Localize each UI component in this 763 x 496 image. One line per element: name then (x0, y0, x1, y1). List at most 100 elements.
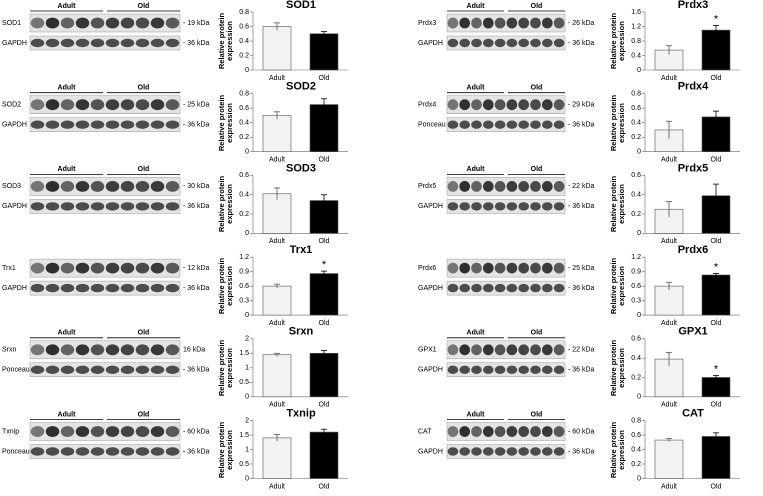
blot-band (75, 426, 90, 437)
blot-band (553, 120, 565, 129)
blot-band (30, 262, 45, 274)
blot-band (447, 283, 459, 293)
blot-band (60, 344, 75, 356)
blot-band (105, 344, 120, 356)
blot-band (45, 262, 60, 274)
blot-band (459, 283, 471, 293)
blot-size: - 29 kDa (568, 102, 595, 109)
blot-band (30, 99, 45, 111)
blot-band (90, 262, 105, 274)
chart-title: Prdx3 (678, 0, 709, 11)
bar (654, 439, 684, 479)
bar (701, 195, 731, 234)
x-tick-label: Adult (269, 238, 285, 245)
blot-band (553, 344, 565, 356)
y-tick-label: 0 (245, 394, 249, 401)
blot-band (150, 202, 165, 211)
blot-band (135, 426, 150, 437)
blot-label: Ponceau (418, 122, 446, 129)
group-label: Old (138, 85, 150, 92)
blot-band (530, 99, 541, 111)
error-bar (274, 187, 280, 200)
blot-band (60, 99, 75, 111)
y-tick-label: 0.8 (239, 91, 249, 98)
blot-band (541, 17, 553, 29)
significance-marker: * (714, 363, 719, 375)
error-bar (321, 194, 327, 207)
blot-band (518, 344, 530, 356)
chart-title: SOD2 (286, 81, 316, 93)
blot-band (541, 120, 553, 129)
blot-band (150, 344, 165, 356)
bar (701, 29, 731, 71)
blot-band (471, 38, 482, 48)
y-tick-label: 0 (245, 230, 249, 237)
blot-band (165, 202, 180, 211)
bar (309, 33, 339, 71)
blot-band (494, 38, 506, 48)
blot-band (471, 17, 482, 29)
chart-title: Trx1 (290, 244, 313, 256)
blot-band (60, 202, 75, 211)
blot-band (494, 447, 506, 456)
blot-band (530, 365, 541, 374)
bar (262, 115, 292, 152)
blot-band (105, 38, 120, 48)
blot-band (150, 365, 165, 374)
blot-band (120, 202, 135, 211)
bar (654, 285, 684, 316)
blot-band (135, 262, 150, 274)
blot-band (120, 365, 135, 374)
blot-band (165, 365, 180, 374)
y-tick-label: 0.4 (631, 446, 641, 453)
blot-band (90, 344, 105, 356)
blot-band (120, 17, 135, 29)
blot-band (494, 365, 506, 374)
blot-size: - 19 kDa (183, 20, 210, 27)
blot-size: - 25 kDa (183, 102, 210, 109)
y-tick-label: 0.8 (631, 91, 641, 98)
x-tick-label: Adult (661, 483, 677, 490)
blot-band (482, 426, 494, 437)
blot-band (530, 283, 541, 293)
blot-band (120, 120, 135, 129)
x-tick-label: Adult (269, 483, 285, 490)
blot-band (120, 344, 135, 356)
error-bar (666, 120, 672, 139)
group-label: Old (138, 3, 150, 10)
blot-band (30, 120, 45, 129)
blot-label: SOD1 (2, 20, 21, 27)
blot-band (135, 344, 150, 356)
y-tick-label: 0.6 (239, 23, 249, 30)
blot-size: - 36 kDa (568, 285, 595, 292)
blot-band (471, 447, 482, 456)
blot-band (90, 283, 105, 293)
x-tick-label: Old (711, 483, 722, 490)
blot-size: - 36 kDa (183, 285, 210, 292)
error-bar (713, 375, 719, 380)
x-tick-label: Old (711, 402, 722, 409)
blot-band (518, 283, 530, 293)
y-tick-label: 0 (245, 312, 249, 319)
blot-label: GAPDH (418, 367, 443, 374)
blot-label: CAT (418, 428, 432, 435)
blot-band (459, 262, 471, 274)
blot-band (459, 447, 471, 456)
blot-band (75, 17, 90, 29)
blot-band (459, 120, 471, 129)
y-tick-label: 0.6 (239, 172, 249, 179)
x-tick-label: Adult (269, 157, 285, 164)
blot-band (471, 344, 482, 356)
x-tick-label: Adult (661, 402, 677, 409)
bar (701, 436, 731, 479)
group-label: Old (138, 411, 150, 418)
blot-band (90, 181, 105, 192)
blot-band (506, 447, 518, 456)
blot-band (506, 202, 518, 211)
blot-band (459, 38, 471, 48)
blot-band (518, 181, 530, 192)
blot-band (30, 202, 45, 211)
blot-band (165, 99, 180, 111)
blot-size: - 36 kDa (183, 367, 210, 374)
y-axis-label: Relative protein expression (609, 12, 626, 70)
